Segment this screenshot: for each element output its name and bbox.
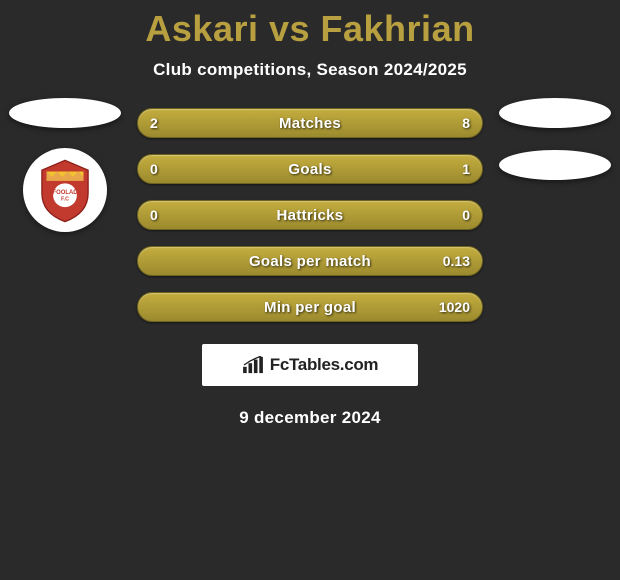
brand-label: FcTables.com <box>270 355 379 375</box>
stat-left-value: 2 <box>150 115 158 131</box>
stat-row-goals: 0 Goals 1 <box>137 154 483 184</box>
left-player-column: FOOLAD F.C <box>5 98 125 232</box>
stat-right-value: 0.13 <box>443 253 470 269</box>
stat-row-goals-per-match: Goals per match 0.13 <box>137 246 483 276</box>
stat-left-value: 0 <box>150 161 158 177</box>
stat-right-value: 1020 <box>439 299 470 315</box>
foolad-crest-icon: FOOLAD F.C <box>32 157 98 223</box>
stat-right-value: 8 <box>462 115 470 131</box>
left-player-avatar <box>9 98 121 128</box>
stats-bars: 2 Matches 8 0 Goals 1 0 Hattricks 0 Goal… <box>137 108 483 322</box>
bar-chart-icon <box>242 356 264 374</box>
left-club-crest: FOOLAD F.C <box>23 148 107 232</box>
stat-label: Goals <box>288 161 331 178</box>
right-player-avatar <box>499 98 611 128</box>
right-club-avatar <box>499 150 611 180</box>
date-text: 9 december 2024 <box>0 408 620 428</box>
stat-label: Matches <box>279 115 341 132</box>
page-title: Askari vs Fakhrian <box>0 0 620 50</box>
stat-label: Goals per match <box>249 253 371 270</box>
right-player-column <box>495 98 615 200</box>
stat-label: Hattricks <box>277 207 344 224</box>
stat-left-value: 0 <box>150 207 158 223</box>
stat-right-value: 1 <box>462 161 470 177</box>
stat-label: Min per goal <box>264 299 356 316</box>
stat-right-value: 0 <box>462 207 470 223</box>
svg-text:F.C: F.C <box>61 197 69 203</box>
svg-text:FOOLAD: FOOLAD <box>52 190 78 196</box>
brand-badge[interactable]: FcTables.com <box>202 344 418 386</box>
comparison-content: FOOLAD F.C 2 Matches 8 0 Goals 1 0 Hattr… <box>0 108 620 428</box>
stat-row-min-per-goal: Min per goal 1020 <box>137 292 483 322</box>
stat-row-hattricks: 0 Hattricks 0 <box>137 200 483 230</box>
stat-row-matches: 2 Matches 8 <box>137 108 483 138</box>
subtitle: Club competitions, Season 2024/2025 <box>0 60 620 80</box>
